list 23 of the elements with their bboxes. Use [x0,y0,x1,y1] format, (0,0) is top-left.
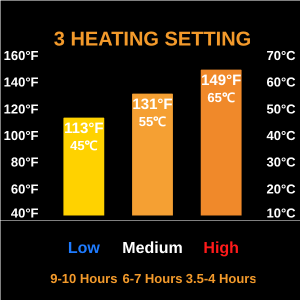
x-tick-label: Low [68,240,100,257]
y2-tick-label: 60°C [266,74,296,90]
y2-tick-label: 50°C [266,101,296,116]
y2-tick-label: 70°C [266,48,296,63]
y-tick-label: 40°F [10,206,39,220]
y2-tick-label: 20°C [266,181,296,196]
data-label: 149°F 65℃ [201,72,242,106]
y2-tick-label: 30°C [266,154,296,170]
y-tick-label: 160°F [4,48,39,63]
text: 9-10 Hours [50,271,118,286]
x-tick-label: Medium [122,240,183,257]
data-label: 131°F 55℃ [132,96,173,130]
chart-title: 3 HEATING SETTING [54,28,252,50]
y-tick-label: 140°F [4,74,39,90]
y2-tick-label: 10°C [266,206,296,220]
y-tick-label: 60°F [10,181,39,196]
y-tick-label: 120°F [4,101,39,116]
x-tick-label: High [203,240,239,257]
text: 6-7 Hours [122,271,182,286]
data-label: 113°F 45℃ [64,120,104,154]
y-tick-label: 80°F [10,154,39,170]
y-tick-label: 100°F [4,128,39,143]
y2-tick-label: 40°C [266,128,296,143]
